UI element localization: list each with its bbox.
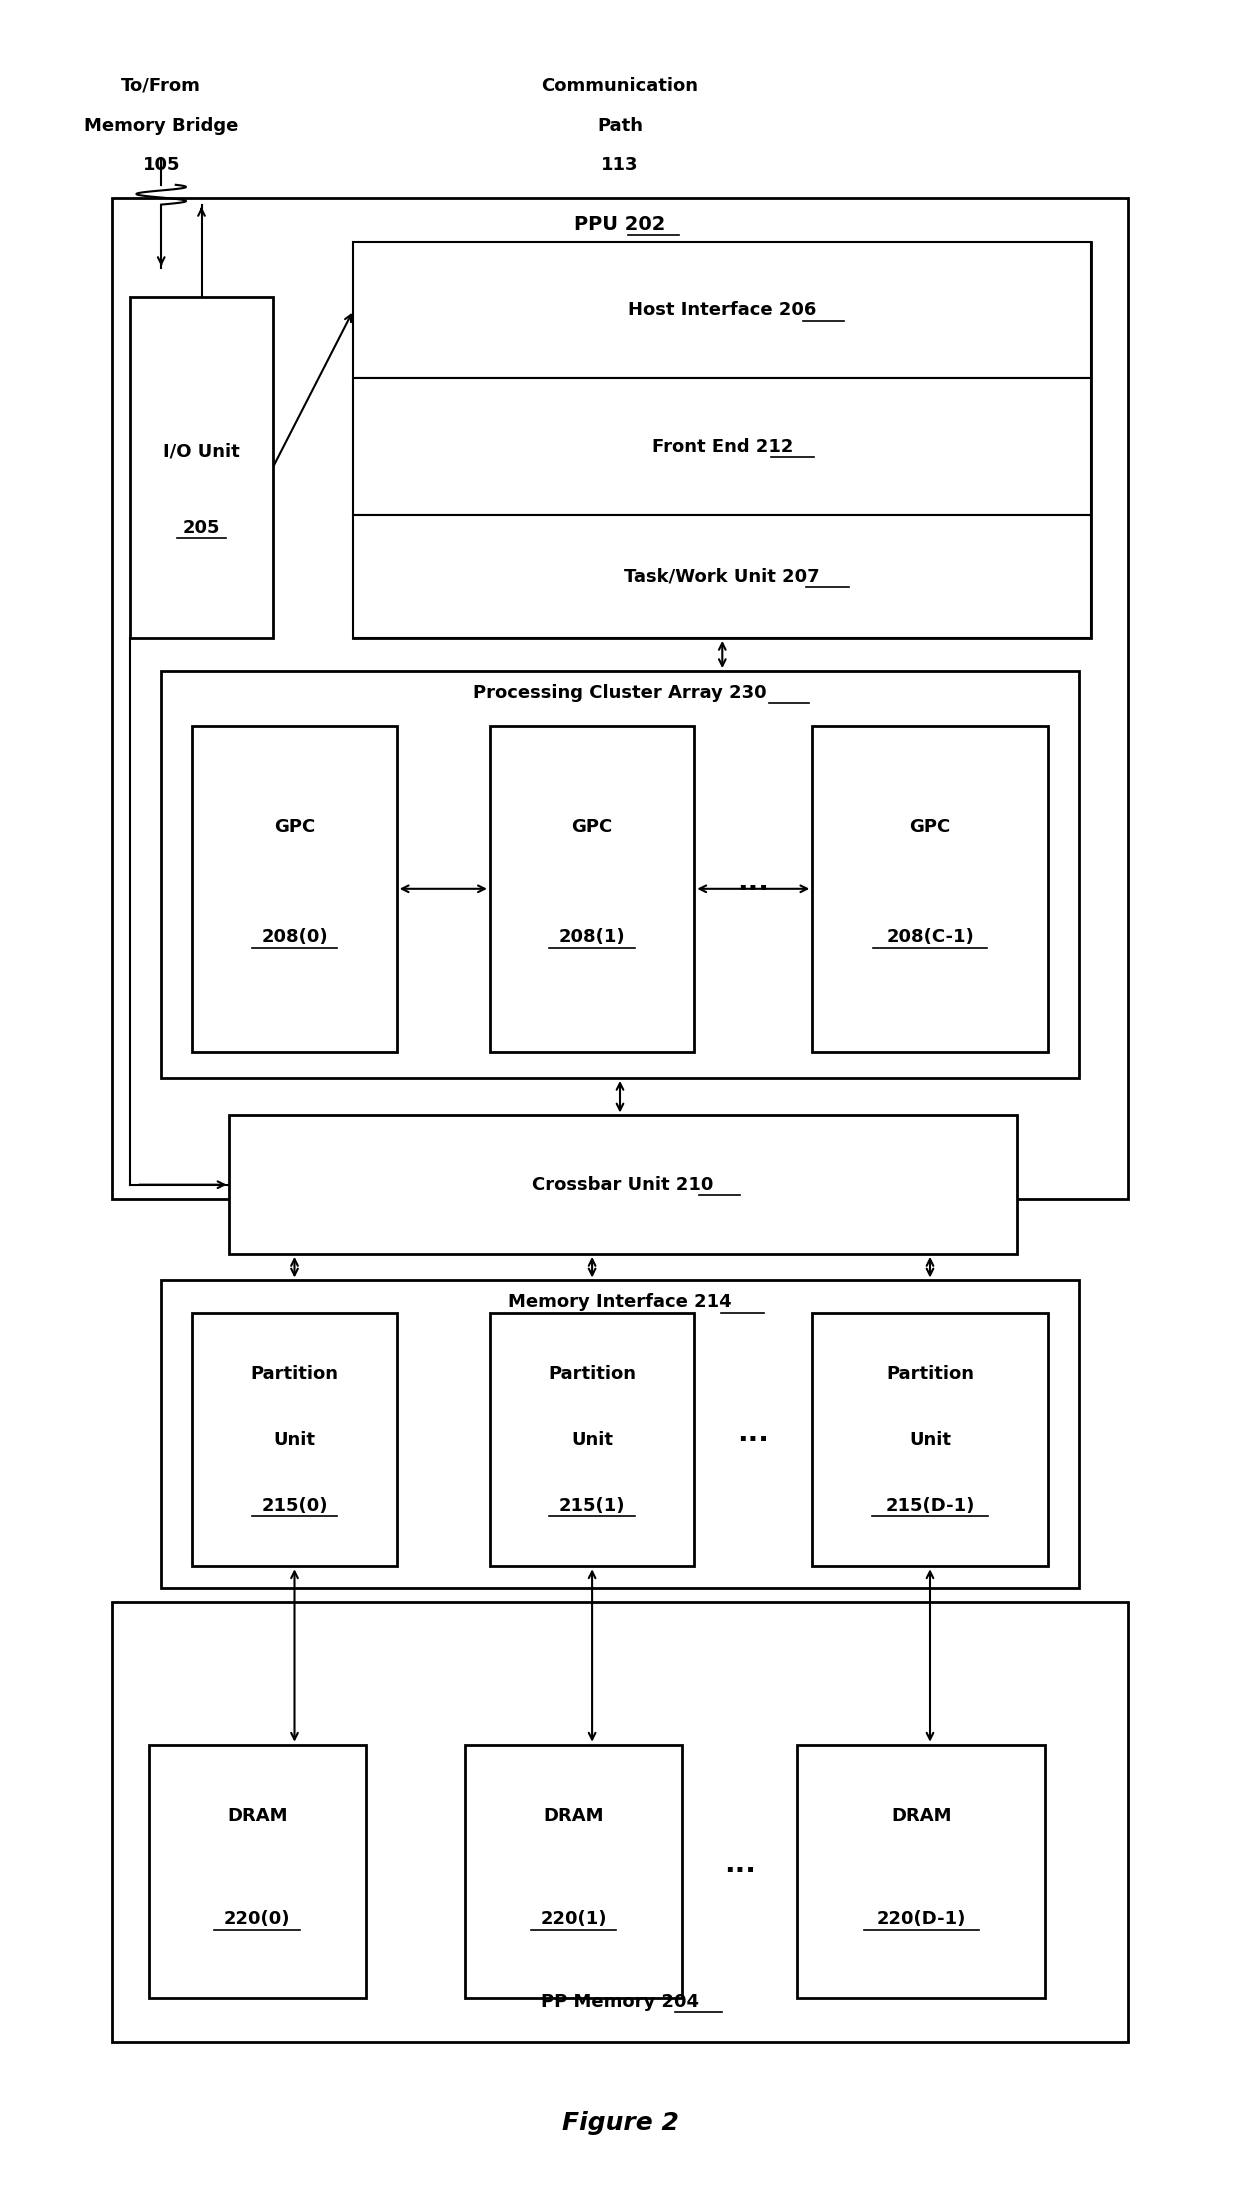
Text: PPU 202: PPU 202 (574, 216, 666, 233)
FancyBboxPatch shape (229, 1115, 1017, 1254)
Text: Figure 2: Figure 2 (562, 2112, 678, 2134)
Text: Unit: Unit (274, 1430, 315, 1450)
Text: 215(0): 215(0) (262, 1496, 327, 1516)
Text: Crossbar Unit 210: Crossbar Unit 210 (532, 1175, 714, 1195)
Text: 205: 205 (182, 519, 221, 537)
FancyBboxPatch shape (161, 1280, 1079, 1588)
Text: 105: 105 (143, 156, 180, 174)
FancyBboxPatch shape (353, 515, 1091, 638)
Text: Unit: Unit (572, 1430, 613, 1450)
Text: 220(D-1): 220(D-1) (877, 1910, 966, 1929)
Text: DRAM: DRAM (892, 1806, 951, 1826)
FancyBboxPatch shape (353, 242, 1091, 638)
Text: 208(0): 208(0) (262, 928, 327, 946)
Text: Processing Cluster Array 230: Processing Cluster Array 230 (474, 684, 766, 702)
Text: PP Memory 204: PP Memory 204 (541, 1993, 699, 2011)
FancyBboxPatch shape (490, 726, 694, 1052)
Text: 215(1): 215(1) (559, 1496, 625, 1516)
FancyBboxPatch shape (490, 1313, 694, 1566)
FancyBboxPatch shape (797, 1745, 1045, 1998)
Text: GPC: GPC (572, 818, 613, 836)
Text: Host Interface 206: Host Interface 206 (629, 301, 816, 319)
FancyBboxPatch shape (112, 1602, 1128, 2042)
Text: I/O Unit: I/O Unit (164, 442, 239, 460)
FancyBboxPatch shape (353, 378, 1091, 515)
Text: ···: ··· (738, 876, 769, 902)
FancyBboxPatch shape (812, 1313, 1048, 1566)
FancyBboxPatch shape (149, 1745, 366, 1998)
Text: 113: 113 (601, 156, 639, 174)
Text: DRAM: DRAM (543, 1806, 604, 1826)
FancyBboxPatch shape (112, 198, 1128, 1199)
Text: To/From: To/From (122, 77, 201, 95)
FancyBboxPatch shape (130, 297, 273, 638)
Text: ···: ··· (724, 1857, 755, 1885)
FancyBboxPatch shape (192, 726, 397, 1052)
Text: Path: Path (596, 117, 644, 134)
Text: GPC: GPC (909, 818, 951, 836)
Text: DRAM: DRAM (227, 1806, 288, 1826)
Text: Communication: Communication (542, 77, 698, 95)
FancyBboxPatch shape (161, 671, 1079, 1078)
Text: 208(1): 208(1) (559, 928, 625, 946)
Text: 208(C-1): 208(C-1) (887, 928, 973, 946)
Text: Memory Interface 214: Memory Interface 214 (508, 1294, 732, 1311)
Text: Partition: Partition (548, 1364, 636, 1384)
Text: 215(D-1): 215(D-1) (885, 1496, 975, 1516)
Text: 220(0): 220(0) (224, 1910, 290, 1929)
Text: 220(1): 220(1) (541, 1910, 606, 1929)
FancyBboxPatch shape (192, 1313, 397, 1566)
FancyBboxPatch shape (812, 726, 1048, 1052)
Text: Partition: Partition (250, 1364, 339, 1384)
Text: Front End 212: Front End 212 (651, 438, 794, 455)
Text: Partition: Partition (887, 1364, 973, 1384)
Text: GPC: GPC (274, 818, 315, 836)
Text: ···: ··· (738, 1426, 769, 1454)
FancyBboxPatch shape (353, 242, 1091, 378)
Text: Memory Bridge: Memory Bridge (84, 117, 238, 134)
Text: Task/Work Unit 207: Task/Work Unit 207 (625, 568, 820, 585)
Text: Unit: Unit (909, 1430, 951, 1450)
FancyBboxPatch shape (465, 1745, 682, 1998)
